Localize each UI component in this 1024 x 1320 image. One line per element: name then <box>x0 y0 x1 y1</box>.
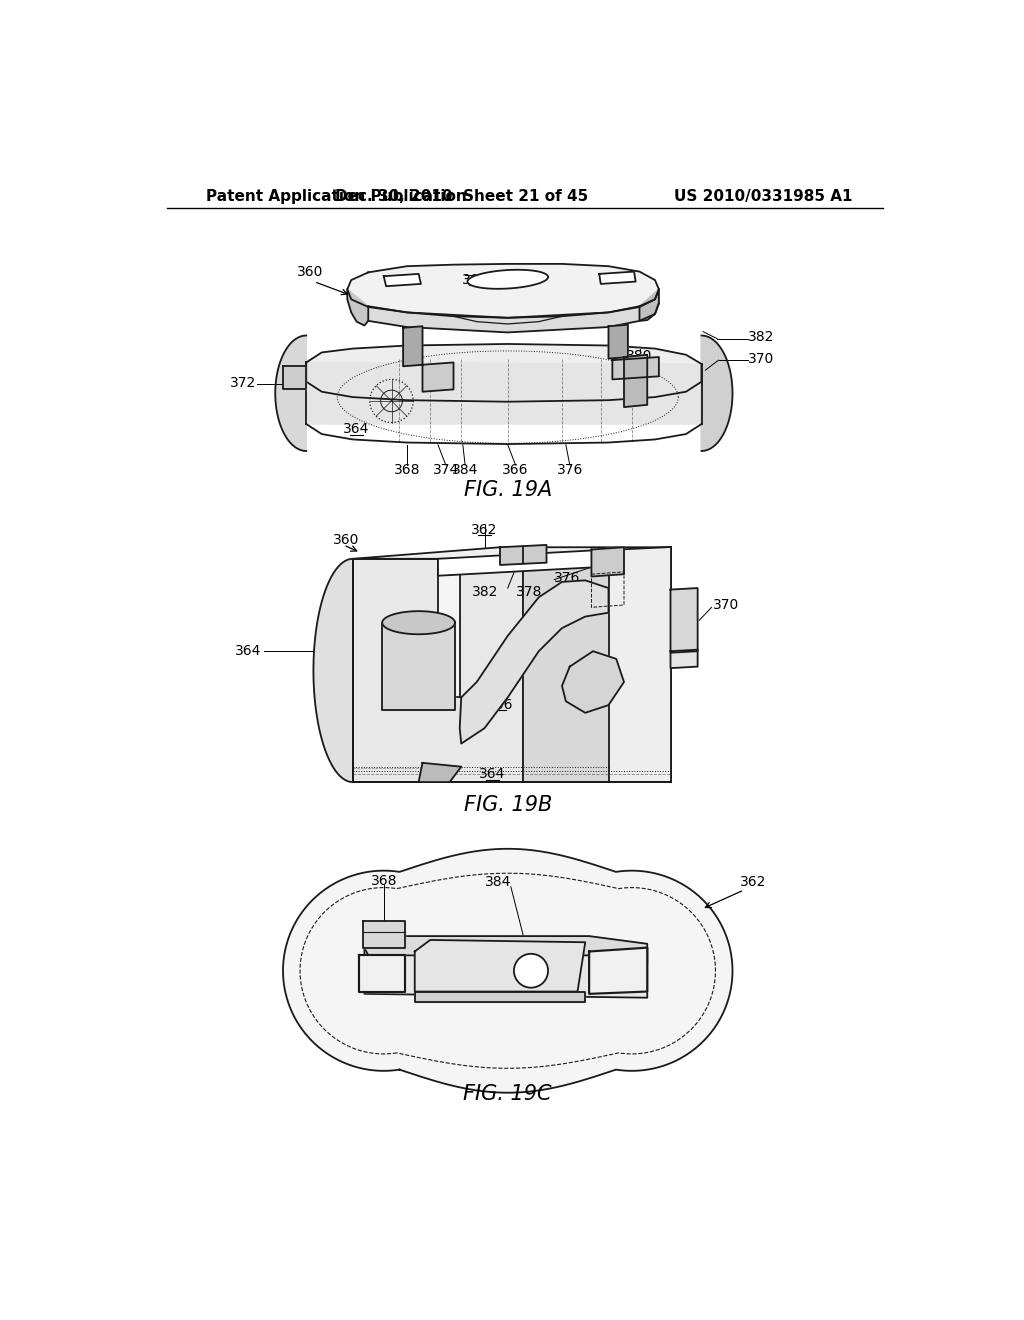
Text: 364: 364 <box>343 422 370 437</box>
Polygon shape <box>347 264 658 318</box>
Polygon shape <box>523 548 671 781</box>
Polygon shape <box>384 275 421 286</box>
Polygon shape <box>352 548 671 558</box>
Polygon shape <box>306 363 701 424</box>
Text: 372: 372 <box>421 766 447 780</box>
Polygon shape <box>599 272 636 284</box>
Text: 374: 374 <box>432 463 459 478</box>
Polygon shape <box>460 581 608 743</box>
Polygon shape <box>362 921 404 948</box>
Polygon shape <box>306 345 701 401</box>
Text: FIG. 19B: FIG. 19B <box>464 795 552 816</box>
Text: 360: 360 <box>334 532 359 546</box>
Text: US 2010/0331985 A1: US 2010/0331985 A1 <box>674 189 853 205</box>
Text: 376: 376 <box>604 966 631 979</box>
Polygon shape <box>671 589 697 653</box>
Text: 382: 382 <box>748 330 774 345</box>
Text: Dec. 30, 2010  Sheet 21 of 45: Dec. 30, 2010 Sheet 21 of 45 <box>335 189 588 205</box>
Polygon shape <box>283 367 306 389</box>
Text: 378: 378 <box>515 585 542 599</box>
Text: 362: 362 <box>740 875 767 890</box>
Text: 362: 362 <box>471 523 498 536</box>
Text: 376: 376 <box>554 572 581 585</box>
Text: 360: 360 <box>297 265 324 280</box>
Polygon shape <box>382 623 455 710</box>
Polygon shape <box>419 763 461 781</box>
Circle shape <box>514 954 548 987</box>
Polygon shape <box>438 549 608 576</box>
Polygon shape <box>369 289 658 333</box>
Text: FIG. 19C: FIG. 19C <box>464 1084 552 1104</box>
Text: 364: 364 <box>234 644 261 659</box>
Polygon shape <box>608 548 671 781</box>
Text: 366: 366 <box>486 698 513 711</box>
Polygon shape <box>415 940 586 991</box>
Text: 364: 364 <box>479 767 506 781</box>
Text: 370: 370 <box>748 351 774 366</box>
Polygon shape <box>608 325 628 359</box>
Polygon shape <box>359 956 406 991</box>
Polygon shape <box>382 611 455 634</box>
Text: 380: 380 <box>627 350 652 363</box>
Polygon shape <box>562 651 624 713</box>
Polygon shape <box>671 649 697 668</box>
Polygon shape <box>275 335 306 451</box>
Text: Patent Application Publication: Patent Application Publication <box>206 189 466 205</box>
Polygon shape <box>640 289 658 321</box>
Text: 368: 368 <box>371 874 397 887</box>
Text: 368: 368 <box>394 463 420 478</box>
Polygon shape <box>589 948 647 994</box>
Text: 380: 380 <box>564 682 591 697</box>
Polygon shape <box>403 326 423 367</box>
Text: 376: 376 <box>369 969 395 983</box>
Polygon shape <box>592 548 624 577</box>
Text: 372: 372 <box>229 376 256 391</box>
Polygon shape <box>313 558 352 781</box>
Polygon shape <box>701 335 732 451</box>
Polygon shape <box>365 936 647 964</box>
Text: 382: 382 <box>472 585 499 599</box>
Polygon shape <box>365 948 647 998</box>
Text: FIG. 19A: FIG. 19A <box>464 479 552 499</box>
Text: 366: 366 <box>449 968 474 982</box>
Text: 368: 368 <box>403 664 430 677</box>
Text: 384: 384 <box>485 875 512 890</box>
Polygon shape <box>612 358 658 379</box>
Text: 370: 370 <box>713 598 739 612</box>
Text: 384: 384 <box>452 463 478 478</box>
Polygon shape <box>624 355 647 407</box>
Text: 366: 366 <box>502 463 528 478</box>
Polygon shape <box>415 991 586 1002</box>
Polygon shape <box>352 558 523 781</box>
Polygon shape <box>468 269 548 289</box>
Text: 376: 376 <box>557 463 583 478</box>
Polygon shape <box>500 545 547 565</box>
Polygon shape <box>347 289 369 326</box>
Text: 362: 362 <box>462 273 488 286</box>
Polygon shape <box>283 849 732 1093</box>
Polygon shape <box>423 363 454 392</box>
Polygon shape <box>438 558 460 697</box>
